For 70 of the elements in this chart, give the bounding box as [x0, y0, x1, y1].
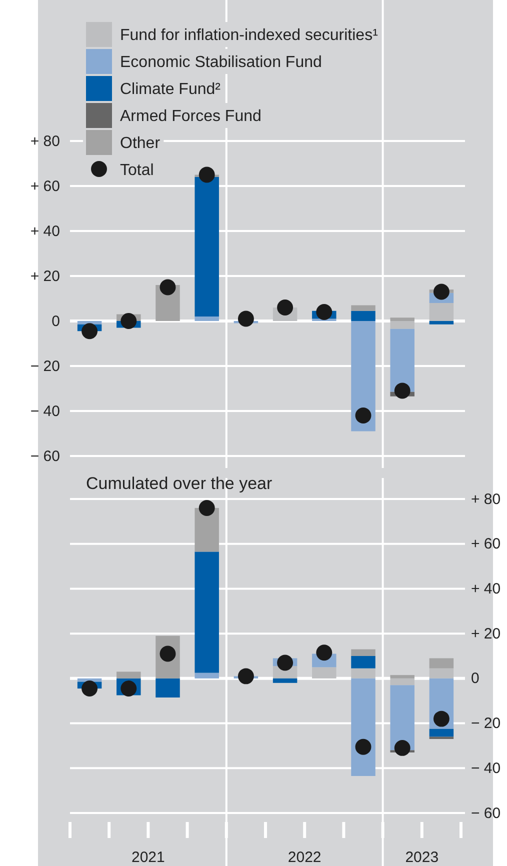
- bar: [390, 321, 414, 329]
- point: [277, 300, 294, 316]
- bar: [390, 678, 414, 686]
- y-tick-label: + 40: [471, 580, 501, 598]
- bar: [194, 177, 219, 316]
- legend-label: Economic Stabilisation Fund: [120, 54, 322, 71]
- bar: [429, 321, 454, 324]
- point: [198, 166, 215, 183]
- bar: [194, 672, 219, 678]
- point: [238, 668, 254, 684]
- y-tick-label: − 20: [471, 715, 501, 732]
- bar: [77, 321, 102, 324]
- legend-label: Climate Fund²: [120, 81, 222, 98]
- y-tick-label: + 20: [30, 268, 60, 285]
- y-tick-label: − 20: [30, 358, 60, 375]
- legend-label: Total: [120, 162, 154, 179]
- point: [394, 740, 410, 756]
- legend-label: Fund for inflation-indexed securities¹: [120, 27, 378, 44]
- point: [82, 680, 98, 696]
- y-tick-label: + 80: [30, 132, 60, 150]
- text: 2021: [132, 849, 165, 866]
- point: [160, 279, 176, 296]
- y-tick-label: − 40: [30, 402, 60, 420]
- bar: [390, 328, 414, 392]
- bar: [351, 305, 376, 311]
- y-tick-label: − 60: [30, 448, 60, 465]
- y-tick-label: 0: [471, 670, 480, 688]
- bar: [429, 668, 454, 678]
- point: [277, 654, 294, 671]
- bar: [312, 667, 336, 678]
- point: [355, 408, 372, 424]
- legend-label: Armed Forces Fund: [120, 108, 262, 125]
- y-tick-label: + 80: [471, 490, 501, 508]
- point: [316, 644, 332, 661]
- point: [198, 500, 215, 516]
- bar: [351, 310, 376, 321]
- legend-label: Other: [120, 135, 161, 152]
- bar: [390, 685, 414, 750]
- bar: [194, 552, 219, 673]
- bar: [429, 728, 454, 737]
- bar: [156, 678, 180, 698]
- point: [433, 284, 450, 300]
- bar: [429, 303, 454, 321]
- bar: [429, 658, 454, 668]
- y-tick-label: − 60: [471, 804, 501, 822]
- bar: [351, 668, 376, 678]
- point: [238, 310, 254, 327]
- point: [355, 738, 372, 755]
- bar: [351, 678, 376, 776]
- y-tick-label: + 60: [471, 536, 501, 553]
- point: [394, 382, 410, 399]
- y-tick-label: + 20: [471, 625, 501, 642]
- y-tick-label: 0: [52, 312, 60, 330]
- bar: [351, 649, 376, 656]
- bar: [116, 672, 141, 678]
- bar: [351, 656, 376, 668]
- chart-title: Cumulated over the year: [86, 474, 272, 493]
- y-tick-label: + 40: [30, 222, 60, 240]
- point: [316, 304, 332, 320]
- y-tick-label: + 60: [30, 178, 60, 195]
- text: 2022: [288, 849, 322, 866]
- bar: [272, 678, 298, 683]
- bar: [194, 316, 219, 321]
- bar: [351, 321, 376, 432]
- point: [82, 323, 98, 340]
- point: [120, 313, 137, 329]
- text: 2023: [405, 849, 439, 866]
- point: [433, 710, 450, 727]
- bar: [194, 508, 219, 552]
- y-tick-label: − 40: [471, 760, 501, 777]
